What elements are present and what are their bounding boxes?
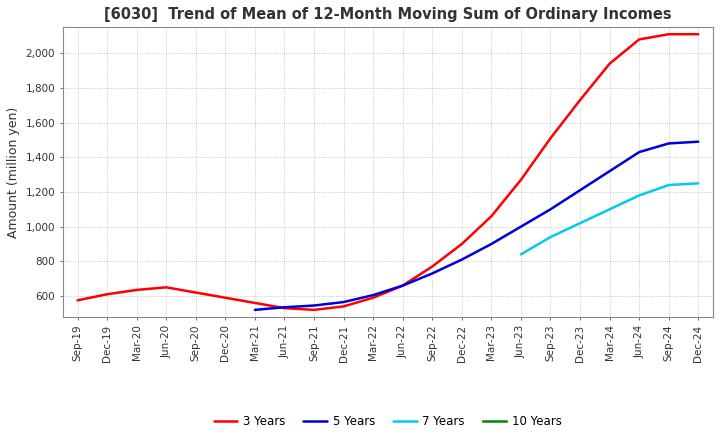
3 Years [103,292,112,297]
5 Years [546,207,555,212]
Legend: 3 Years, 5 Years, 7 Years, 10 Years: 3 Years, 5 Years, 7 Years, 10 Years [209,410,567,433]
5 Years [487,242,495,247]
3 Years [576,97,585,103]
Title: [6030]  Trend of Mean of 12-Month Moving Sum of Ordinary Incomes: [6030] Trend of Mean of 12-Month Moving … [104,7,672,22]
3 Years [221,295,230,301]
3 Years [251,300,259,305]
3 Years [546,136,555,141]
5 Years [457,257,466,262]
3 Years [428,264,436,269]
7 Years [576,220,585,226]
3 Years [487,213,495,219]
Line: 3 Years: 3 Years [78,34,698,310]
7 Years [665,183,673,188]
5 Years [369,293,377,298]
7 Years [635,193,644,198]
3 Years [398,283,407,288]
5 Years [665,141,673,146]
3 Years [457,242,466,247]
3 Years [339,304,348,309]
3 Years [635,37,644,42]
3 Years [162,285,171,290]
7 Years [606,207,614,212]
5 Years [606,169,614,174]
Line: 5 Years: 5 Years [255,142,698,310]
5 Years [280,304,289,310]
5 Years [310,303,318,308]
Y-axis label: Amount (million yen): Amount (million yen) [7,106,20,238]
5 Years [251,307,259,312]
3 Years [310,307,318,312]
3 Years [132,287,141,293]
3 Years [694,32,703,37]
5 Years [517,224,526,229]
3 Years [192,290,200,295]
3 Years [606,61,614,66]
5 Years [576,187,585,193]
5 Years [635,150,644,155]
3 Years [280,305,289,311]
5 Years [398,283,407,288]
3 Years [73,298,82,303]
3 Years [369,295,377,301]
Line: 7 Years: 7 Years [521,183,698,254]
5 Years [428,271,436,276]
7 Years [517,252,526,257]
5 Years [694,139,703,144]
3 Years [517,177,526,183]
7 Years [694,181,703,186]
5 Years [339,300,348,305]
3 Years [665,32,673,37]
7 Years [546,235,555,240]
